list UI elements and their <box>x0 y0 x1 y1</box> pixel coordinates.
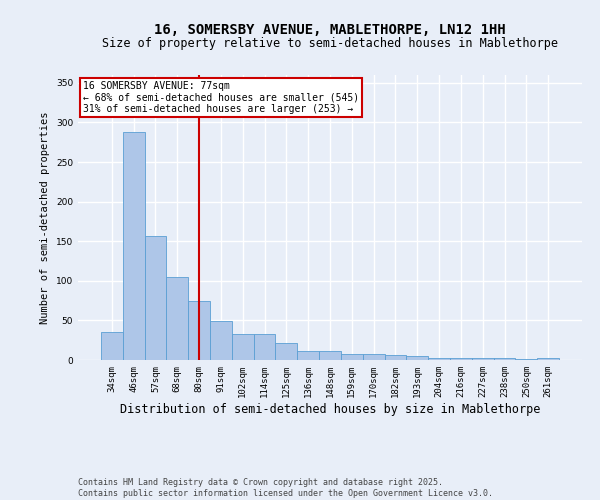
Bar <box>297 350 319 360</box>
Text: 16 SOMERSBY AVENUE: 77sqm
← 68% of semi-detached houses are smaller (545)
31% of: 16 SOMERSBY AVENUE: 77sqm ← 68% of semi-… <box>83 80 359 114</box>
Bar <box>428 358 450 360</box>
Text: Contains HM Land Registry data © Crown copyright and database right 2025.
Contai: Contains HM Land Registry data © Crown c… <box>78 478 493 498</box>
Bar <box>319 352 341 360</box>
Bar <box>385 355 406 360</box>
Bar <box>406 356 428 360</box>
Bar <box>275 342 297 360</box>
Bar <box>537 358 559 360</box>
Bar <box>363 354 385 360</box>
Bar <box>254 334 275 360</box>
Bar <box>210 321 232 360</box>
Text: 16, SOMERSBY AVENUE, MABLETHORPE, LN12 1HH: 16, SOMERSBY AVENUE, MABLETHORPE, LN12 1… <box>154 22 506 36</box>
Bar <box>232 334 254 360</box>
Bar <box>123 132 145 360</box>
Text: Size of property relative to semi-detached houses in Mablethorpe: Size of property relative to semi-detach… <box>102 38 558 51</box>
Bar <box>166 277 188 360</box>
Bar <box>101 332 123 360</box>
Bar <box>472 358 494 360</box>
Bar <box>515 359 537 360</box>
Bar <box>188 300 210 360</box>
Bar <box>450 358 472 360</box>
Bar <box>494 358 515 360</box>
Y-axis label: Number of semi-detached properties: Number of semi-detached properties <box>40 112 50 324</box>
Bar <box>145 236 166 360</box>
Bar <box>341 354 363 360</box>
X-axis label: Distribution of semi-detached houses by size in Mablethorpe: Distribution of semi-detached houses by … <box>120 402 540 415</box>
